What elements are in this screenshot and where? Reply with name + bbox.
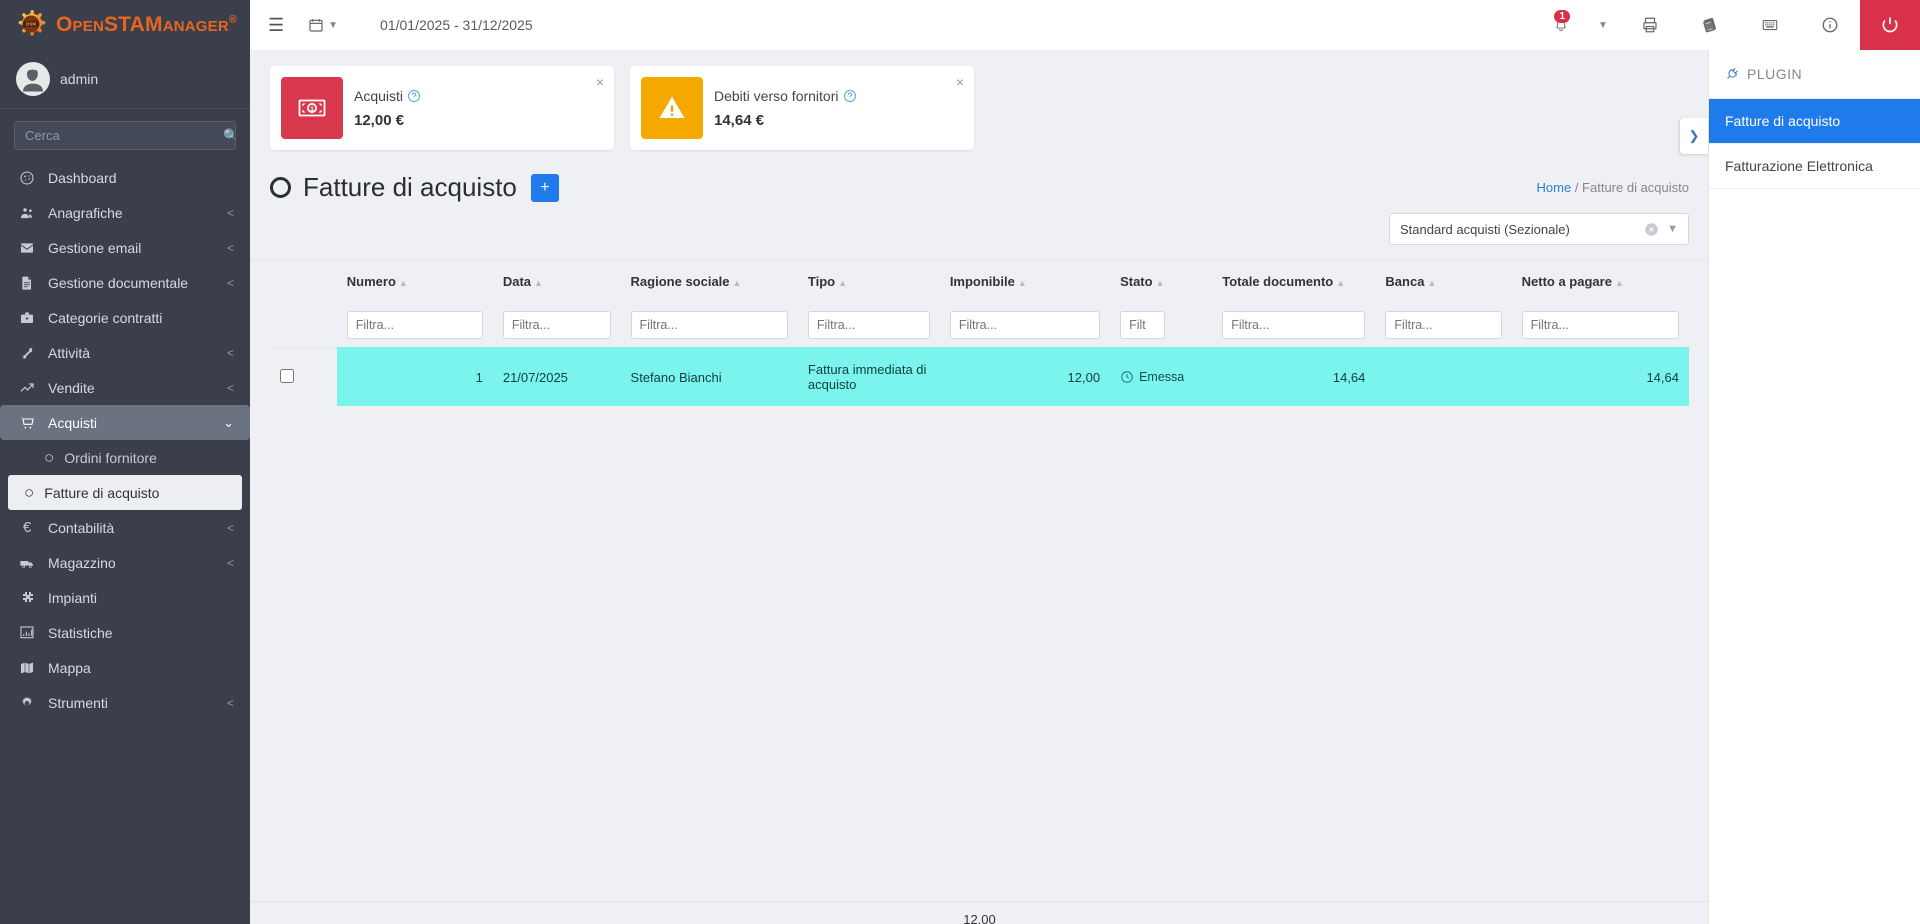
svg-text:1: 1 [310, 106, 314, 113]
svg-text:OSM: OSM [26, 22, 36, 27]
